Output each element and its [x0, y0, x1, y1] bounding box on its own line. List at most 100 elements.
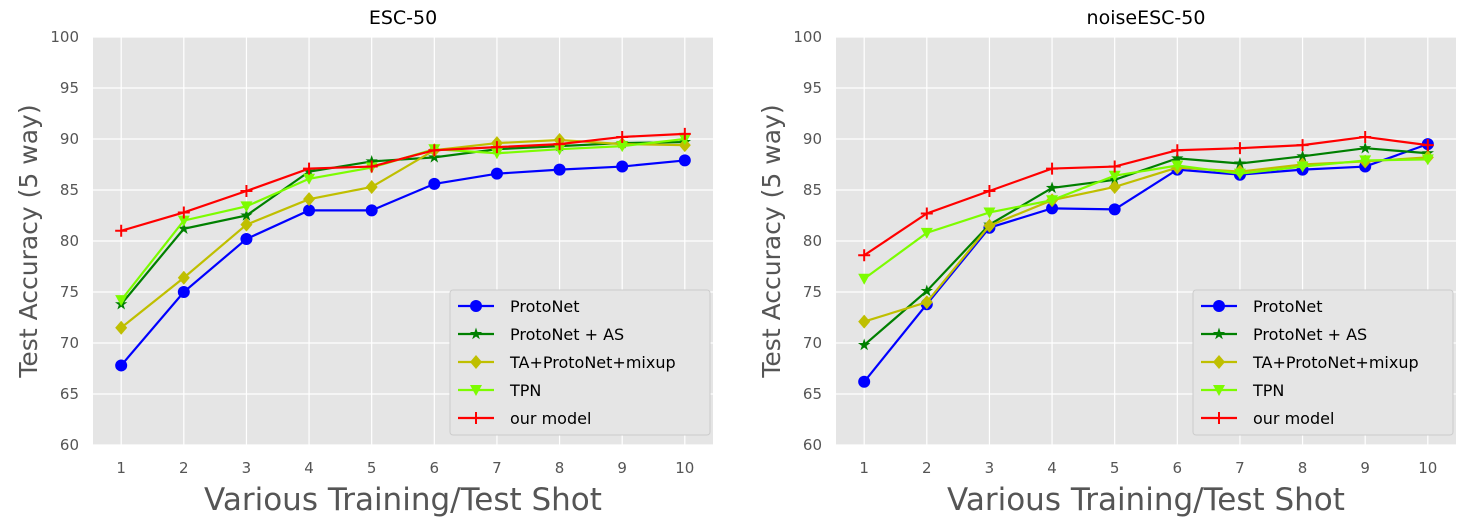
- chart-2-x-tick-label: 2: [922, 459, 932, 477]
- chart-1-series-our-model-point: [553, 138, 566, 151]
- chart-1-x-tick-label: 4: [304, 459, 314, 477]
- chart-2-series-our-model-point: [1421, 139, 1434, 152]
- chart-1-series-protonet-point: [428, 177, 441, 190]
- chart-1-series-protonet-point: [303, 204, 316, 217]
- chart-2-series-tpn-point: [1296, 161, 1309, 173]
- chart-2-series-protonet-line: [863, 143, 1429, 383]
- chart-1-series-protonet-as-point: [177, 222, 190, 235]
- chart-2-series-tpn-point: [1108, 170, 1121, 182]
- chart-1-series-protonet-point: [240, 232, 253, 245]
- chart-2-legend-entry: ProtoNet + AS: [1201, 325, 1367, 344]
- chart-2-x-tick-label: 4: [1047, 459, 1057, 477]
- chart-1-legend-entry: ProtoNet + AS: [458, 325, 624, 344]
- chart-2-x-axis-label: Various Training/Test Shot: [947, 482, 1345, 518]
- chart-2-legend-marker: [1213, 300, 1225, 312]
- chart-1-series-protonet-point: [490, 167, 503, 180]
- chart-2-legend-entry: ProtoNet: [1201, 297, 1323, 316]
- chart-2-series-our-model-point: [858, 249, 871, 262]
- chart-2-legend-entry: TPN: [1201, 381, 1284, 400]
- chart-1-series-protonet-point: [616, 160, 629, 173]
- chart-2-series-tpn-point: [1421, 154, 1434, 166]
- chart-1-series-ta-protonet-mixup-point: [177, 270, 190, 285]
- chart-1-series-protonet-point: [115, 359, 128, 372]
- chart-2-x-tick-label: 1: [859, 459, 869, 477]
- chart-2-series-our-model-point: [1296, 139, 1309, 152]
- chart-1-legend-box: [449, 289, 711, 436]
- chart-1-y-tick-label: 80: [60, 232, 79, 250]
- chart-2-series-protonet-as-point: [1359, 141, 1372, 154]
- chart-2-x-tick-label: 9: [1360, 459, 1370, 477]
- chart-2-series-tpn-point: [858, 273, 871, 285]
- chart-1-series-tpn-point: [303, 173, 316, 185]
- chart-1-series-our-model-point: [428, 144, 441, 157]
- chart-2-series-tpn-point: [1233, 168, 1246, 180]
- chart-2-series-protonet-as-point: [1045, 181, 1059, 194]
- chart-1-x-axis-label: Various Training/Test Shot: [204, 482, 602, 518]
- chart-1-series-ta-protonet-mixup-point: [303, 192, 316, 207]
- chart-2-legend-label: ProtoNet + AS: [1253, 325, 1367, 344]
- chart-2-legend-marker: [1212, 327, 1226, 340]
- chart-2-y-tick-label: 65: [803, 385, 822, 403]
- chart-2-series-our-model-point: [1359, 130, 1372, 143]
- chart-1-series-tpn-point: [490, 148, 503, 160]
- chart-1-series-protonet-point: [553, 163, 566, 176]
- chart-2-series-ta-protonet-mixup-point: [920, 295, 933, 310]
- chart-1-series-protonet: [115, 154, 691, 372]
- chart-1-y-tick-label: 65: [60, 385, 79, 403]
- chart-2-y-tick-label: 80: [803, 232, 822, 250]
- chart-2-series-tpn-point: [1171, 160, 1184, 172]
- chart-1-y-tick-label: 100: [50, 28, 79, 46]
- chart-2-series-our-model-line: [863, 135, 1428, 257]
- chart-1-x-tick-label: 10: [675, 459, 694, 477]
- chart-2-x-tick-label: 10: [1418, 459, 1437, 477]
- chart-1-legend-label: TA+ProtoNet+mixup: [509, 353, 676, 372]
- chart-2-y-tick-label: 70: [803, 334, 822, 352]
- chart-1-x-tick-label: 6: [430, 459, 440, 477]
- chart-2-series-ta-protonet-mixup-point: [1108, 179, 1121, 194]
- chart-2-x-tick-label: 3: [985, 459, 995, 477]
- chart-1-y-tick-label: 75: [60, 283, 79, 301]
- chart-2-series-protonet-as-point: [1233, 156, 1247, 169]
- chart-2-legend: ProtoNet ProtoNet + AS TA+ProtoNet+mixup TP…: [1192, 289, 1454, 436]
- chart-2-series-protonet-as-line: [863, 147, 1428, 346]
- chart-1-series-our-model-point: [616, 130, 629, 143]
- chart-2-x-tick-label: 7: [1235, 459, 1245, 477]
- chart-2-legend-label: TPN: [1252, 381, 1284, 400]
- chart-2-series-protonet-point: [858, 375, 871, 388]
- chart-1-series-ta-protonet-mixup-line: [120, 138, 685, 329]
- chart-1-series-ta-protonet-mixup-point: [678, 138, 691, 153]
- chart-2-title: noiseESC-50: [1087, 7, 1206, 29]
- chart-1-legend-label: ProtoNet: [510, 297, 580, 316]
- chart-1-legend-marker: [470, 355, 482, 369]
- chart-1-series-our-model-point: [115, 224, 128, 237]
- chart-2-legend-marker: [1213, 412, 1225, 424]
- chart-2-y-axis-label: Test Accuracy (5 way): [757, 104, 786, 378]
- chart-1-y-tick-label: 60: [60, 436, 79, 454]
- chart-1-legend-label: TPN: [509, 381, 541, 400]
- chart-1-y-tick-label: 70: [60, 334, 79, 352]
- chart-1-series-our-model-point: [240, 185, 253, 198]
- chart-1-series-tpn-point: [177, 215, 190, 227]
- chart-2-series-our-model-point: [1108, 160, 1121, 173]
- chart-1-legend-entry: our model: [458, 409, 591, 428]
- chart-2-legend-entry: our model: [1201, 409, 1334, 428]
- chart-2-series-our-model-point: [1046, 162, 1059, 175]
- chart-2-series-tpn-point: [1046, 195, 1059, 207]
- chart-2-legend-label: ProtoNet: [1253, 297, 1323, 316]
- chart-2-series-tpn-line: [863, 158, 1428, 280]
- chart-2: 60 65 70 75 80 85 90 95 100 1 2 3 4 5 6 7 8 9 10 noiseESC-5…: [757, 7, 1456, 518]
- chart-1-legend-entry: TA+ProtoNet+mixup: [458, 353, 676, 372]
- chart-1-series-tpn-point: [616, 141, 629, 153]
- chart-2-y-tick-label: 75: [803, 283, 822, 301]
- chart-2-series-our-model: [858, 130, 1434, 262]
- chart-2-series-tpn: [858, 154, 1434, 285]
- chart-1-legend-marker: [469, 327, 483, 340]
- chart-1-series-our-model-point: [303, 162, 316, 175]
- chart-2-x-tick-label: 6: [1173, 459, 1183, 477]
- chart-1-series-ta-protonet-mixup-point: [115, 320, 128, 335]
- chart-2-x-tick-label: 8: [1298, 459, 1308, 477]
- chart-2-series-ta-protonet-mixup-point: [858, 314, 871, 329]
- chart-1-series-ta-protonet-mixup-point: [365, 179, 378, 194]
- chart-2-series-protonet-point: [1108, 203, 1121, 216]
